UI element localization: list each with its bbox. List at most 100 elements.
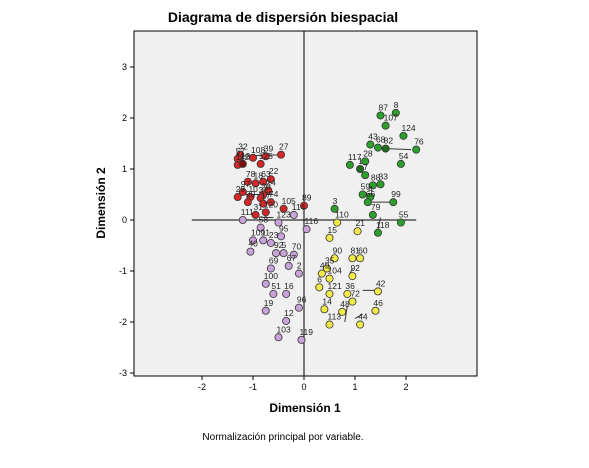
data-label: 22 bbox=[269, 166, 279, 176]
data-point bbox=[348, 254, 357, 263]
data-label: 36 bbox=[345, 281, 355, 291]
data-label: 89 bbox=[302, 193, 312, 203]
data-label: 78 bbox=[246, 169, 256, 179]
data-label: 21 bbox=[356, 218, 366, 228]
data-point bbox=[325, 274, 334, 283]
data-point bbox=[266, 238, 275, 247]
data-point bbox=[261, 306, 270, 315]
data-label: 118 bbox=[376, 220, 390, 230]
data-point bbox=[284, 261, 293, 270]
data-point bbox=[251, 179, 260, 188]
data-label: 111 bbox=[241, 207, 254, 217]
y-tick-label: 2 bbox=[122, 113, 127, 123]
data-label: 49 bbox=[320, 261, 330, 271]
data-label: 18 bbox=[254, 170, 264, 180]
vector-line bbox=[354, 313, 363, 319]
data-point bbox=[322, 264, 331, 273]
y-axis-label: Dimensión 2 bbox=[94, 167, 108, 239]
data-label: 63 bbox=[261, 169, 271, 179]
data-point bbox=[356, 320, 365, 329]
data-label: 11 bbox=[261, 227, 270, 237]
data-label: 46 bbox=[373, 298, 383, 308]
data-label: 120 bbox=[264, 199, 278, 209]
x-tick-label: 2 bbox=[403, 382, 408, 392]
data-label: 6 bbox=[317, 274, 322, 284]
data-point bbox=[317, 269, 326, 278]
data-label: 24 bbox=[266, 177, 276, 187]
data-point bbox=[248, 236, 257, 245]
data-point bbox=[282, 316, 291, 325]
data-point bbox=[376, 111, 385, 120]
data-point bbox=[373, 287, 382, 296]
data-point bbox=[356, 164, 365, 173]
data-label: 88 bbox=[371, 172, 381, 182]
data-point bbox=[353, 227, 362, 236]
x-tick-label: 0 bbox=[301, 382, 306, 392]
data-point bbox=[368, 181, 377, 190]
vector-line bbox=[349, 268, 353, 274]
data-label: 100 bbox=[264, 271, 278, 281]
data-label: 69 bbox=[269, 255, 279, 265]
data-label: 8 bbox=[394, 100, 399, 110]
data-label: 55 bbox=[399, 210, 409, 220]
data-point bbox=[366, 140, 375, 149]
data-label: 28 bbox=[363, 148, 373, 158]
data-label: 119 bbox=[299, 327, 313, 337]
data-point bbox=[381, 121, 390, 130]
data-point bbox=[399, 131, 408, 140]
data-point bbox=[302, 225, 311, 234]
data-point bbox=[373, 228, 382, 237]
data-point bbox=[396, 159, 405, 168]
data-point bbox=[274, 333, 283, 342]
x-tick-label: -1 bbox=[249, 382, 257, 392]
chart-title: Diagrama de dispersión biespacial bbox=[168, 9, 398, 25]
data-point bbox=[345, 160, 354, 169]
data-label: 20 bbox=[261, 182, 271, 192]
data-label: 117 bbox=[348, 152, 362, 162]
data-label: 57 bbox=[236, 146, 246, 156]
data-label: 99 bbox=[391, 189, 401, 199]
data-point bbox=[373, 143, 382, 152]
vector-line bbox=[344, 305, 348, 323]
data-point bbox=[246, 247, 255, 256]
data-point bbox=[297, 335, 306, 344]
y-tick-label: 3 bbox=[122, 62, 127, 72]
data-label: 30 bbox=[246, 189, 256, 199]
data-label: 58 bbox=[259, 215, 269, 225]
data-point bbox=[261, 279, 270, 288]
data-point bbox=[294, 303, 303, 312]
data-label: 1 bbox=[358, 156, 363, 166]
data-point bbox=[259, 199, 268, 208]
data-label: 125 bbox=[259, 151, 273, 161]
data-point bbox=[315, 283, 324, 292]
data-point bbox=[376, 180, 385, 189]
data-label: 72 bbox=[350, 289, 360, 299]
data-point bbox=[256, 223, 265, 232]
data-label: 10 bbox=[248, 184, 258, 194]
data-point bbox=[243, 198, 252, 207]
data-point bbox=[299, 201, 308, 210]
data-point bbox=[289, 250, 298, 259]
y-tick-label: -2 bbox=[119, 317, 127, 327]
data-label: 13 bbox=[241, 151, 251, 161]
data-point bbox=[363, 198, 372, 207]
data-point bbox=[330, 204, 339, 213]
data-label: 29 bbox=[236, 184, 246, 194]
data-point bbox=[371, 306, 380, 315]
y-tick-label: 0 bbox=[122, 215, 127, 225]
data-label: 23 bbox=[269, 230, 279, 240]
y-tick-label: -1 bbox=[119, 266, 127, 276]
data-point bbox=[256, 159, 265, 168]
data-point bbox=[412, 145, 421, 154]
data-point bbox=[325, 233, 334, 242]
vector-line bbox=[377, 217, 381, 231]
data-point bbox=[259, 177, 268, 186]
data-label: 40 bbox=[248, 239, 258, 249]
data-label: 5 bbox=[282, 240, 287, 250]
data-point bbox=[261, 152, 270, 161]
data-label: 7 bbox=[363, 162, 368, 172]
data-point bbox=[266, 175, 275, 184]
